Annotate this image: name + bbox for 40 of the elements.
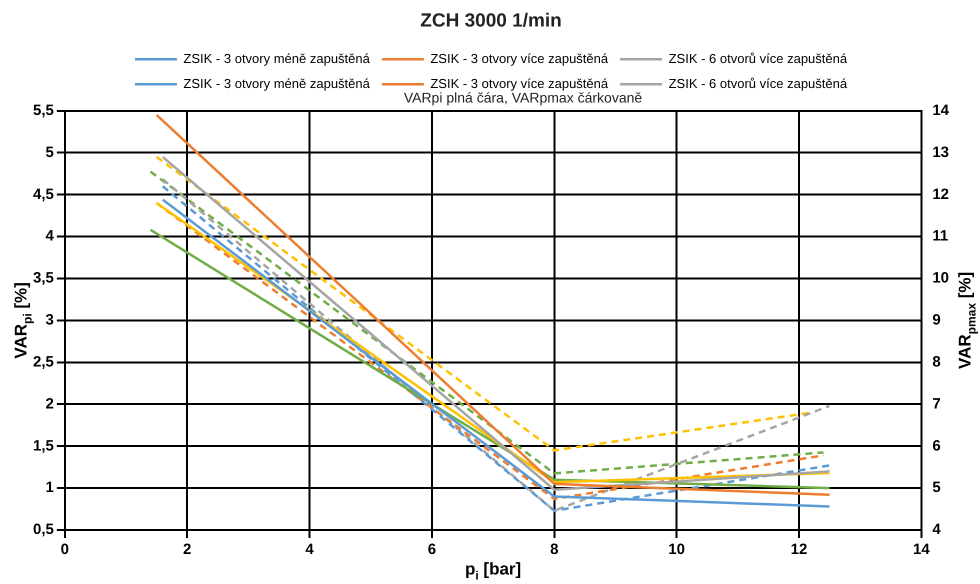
y-tick-label: 3 — [46, 312, 54, 329]
legend-label: ZSIK - 6 otvorů více zapuštěná — [668, 50, 848, 66]
x-tick-label: 8 — [550, 541, 558, 558]
text: VARpi plná čára, VARpmax čárkovaně — [404, 90, 642, 106]
y-tick-label: 2 — [46, 395, 54, 412]
chart-title: ZCH 3000 1/min — [420, 10, 562, 32]
y2-tick-label: 7 — [932, 395, 941, 412]
legend-label: ZSIK - 3 otvory méně zapuštěná — [183, 50, 371, 66]
x-tick-label: 4 — [305, 541, 314, 558]
y2-tick-label: 12 — [932, 186, 950, 203]
x-tick-label: 12 — [790, 541, 808, 558]
legend-label: ZSIK - 3 otvory více zapuštěná — [430, 76, 609, 91]
x-tick-label: 2 — [183, 541, 192, 558]
y-axis-title: VARpi [%] — [12, 282, 34, 359]
x-tick-label: 0 — [60, 541, 70, 558]
y2-tick-label: 5 — [932, 479, 941, 496]
y-tick-label: 0,5 — [32, 521, 54, 538]
y-tick-label: 3,5 — [32, 270, 54, 287]
legend-label: ZSIK - 3 otvory méně zapuštěná — [183, 76, 371, 91]
y2-tick-label: 14 — [932, 102, 950, 119]
y-tick-label: 5 — [46, 144, 54, 161]
y2-tick-label: 8 — [932, 353, 941, 370]
y-tick-label: 1 — [46, 479, 54, 496]
y2-tick-label: 6 — [932, 437, 941, 454]
legend-label: ZSIK - 6 otvorů více zapuštěná — [668, 76, 848, 91]
x-tick-label: 6 — [428, 541, 436, 558]
x-tick-label: 14 — [912, 541, 930, 558]
y2-axis-title: VARpmax [%] — [956, 272, 978, 369]
y-tick-label: 4 — [46, 228, 55, 245]
y-tick-label: 1,5 — [32, 437, 54, 454]
y2-tick-label: 4 — [932, 521, 942, 538]
y2-tick-label: 13 — [932, 144, 950, 161]
y2-tick-label: 9 — [932, 312, 941, 329]
y2-tick-label: 10 — [932, 270, 950, 287]
y-tick-label: 2,5 — [32, 353, 54, 370]
y2-tick-label: 11 — [932, 228, 948, 245]
legend-label: ZSIK - 3 otvory více zapuštěná — [430, 50, 609, 66]
x-tick-label: 10 — [668, 541, 685, 558]
y-tick-label: 5,5 — [32, 102, 54, 119]
y-tick-label: 4,5 — [32, 186, 54, 203]
